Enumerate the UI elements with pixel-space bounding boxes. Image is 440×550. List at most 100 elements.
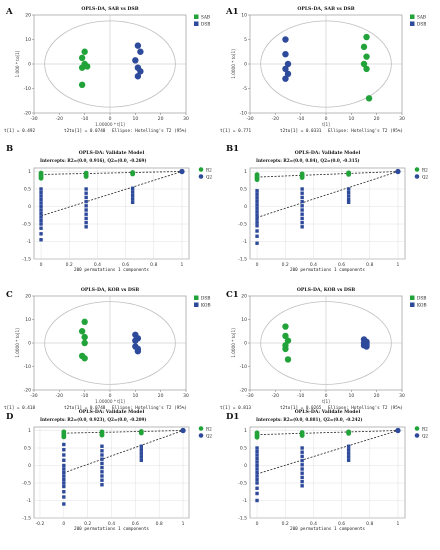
q2-point bbox=[255, 196, 259, 200]
legend-entry: SAB bbox=[201, 15, 210, 20]
y-tick-label: -1 bbox=[243, 498, 248, 504]
y-tick-label: -20 bbox=[24, 111, 31, 117]
x-tick-label: 0 bbox=[256, 521, 259, 527]
chart-title: OPLS-DA, KOB vs DSB bbox=[81, 287, 139, 293]
y-tick-label: 10 bbox=[25, 37, 31, 43]
legend-swatch bbox=[410, 302, 415, 307]
y-tick-label: 20 bbox=[25, 13, 31, 19]
q2-point bbox=[84, 187, 88, 191]
score-point-sab bbox=[360, 60, 368, 68]
x-tick-label: 0.8 bbox=[150, 262, 157, 268]
score-point-dsb bbox=[282, 65, 289, 73]
y-tick-label: 20 bbox=[241, 294, 247, 300]
x-tick-label: 0.2 bbox=[282, 262, 289, 268]
x-tick-label: 30 bbox=[399, 393, 405, 399]
x-tick-label: -20 bbox=[272, 393, 279, 399]
x-tick-label: -30 bbox=[30, 116, 37, 122]
q2-point bbox=[100, 470, 104, 474]
q2-point bbox=[346, 200, 351, 204]
q2-point bbox=[255, 467, 259, 471]
score-point-dsb bbox=[282, 75, 289, 82]
r2-point bbox=[138, 431, 144, 436]
q2-point bbox=[346, 190, 351, 195]
x-tick-label: 0 bbox=[256, 262, 259, 268]
panel-a1: A1 OPLS-DA, SAB vs DSB -30 -20 -10 0 10 20 30 -10… bbox=[220, 6, 426, 134]
x-tick-label: 0.2 bbox=[84, 521, 91, 527]
q2-point bbox=[300, 220, 304, 225]
y-tick-label: -1 bbox=[243, 239, 248, 245]
footer-text: 200 permutations 1 components bbox=[290, 267, 365, 273]
chart-subtitle: Intercepts: R2=(0.0, 0.84), Q2=(0.0, -0.… bbox=[256, 158, 360, 163]
q2-point bbox=[39, 190, 43, 195]
q2-point bbox=[84, 212, 88, 216]
q2-point bbox=[100, 449, 104, 453]
x-tick-label: 10 bbox=[348, 116, 354, 122]
q2-regression-line bbox=[63, 430, 184, 474]
q2-point bbox=[39, 187, 43, 191]
x-tick-label: 0 bbox=[109, 116, 112, 122]
x-tick-label: 10 bbox=[132, 116, 138, 122]
chart-title: OPLS-DA: Validate Model bbox=[295, 150, 361, 156]
x-tick-label: -20 bbox=[272, 116, 279, 122]
panel-d: D OPLS-DA: Validate Model Intercepts: R2=(… bbox=[6, 409, 212, 532]
x-axis-label: 1.00000 * t[1] bbox=[95, 399, 125, 404]
score-point-dsb bbox=[282, 332, 289, 340]
x-tick-label: 0.4 bbox=[94, 262, 101, 268]
legend-swatch bbox=[414, 174, 420, 179]
q2-point bbox=[84, 199, 88, 204]
y-axis-label: 1.0000 * to[1] bbox=[15, 328, 20, 358]
x-tick-label: 0.4 bbox=[108, 521, 115, 527]
q2-point bbox=[255, 192, 259, 196]
q2-point bbox=[255, 213, 259, 217]
q2-regression-line bbox=[40, 171, 183, 217]
legend-entry: DSB bbox=[417, 22, 426, 27]
footer-text: t[1] = 0.771 bbox=[220, 128, 251, 134]
y-axis-label: 1.0000 * to[1] bbox=[231, 328, 236, 358]
q2-point bbox=[39, 226, 43, 230]
footer-text: t[1] = 0.813 bbox=[220, 405, 251, 411]
q2-point bbox=[346, 458, 351, 462]
y-tick-label: 1 bbox=[244, 169, 247, 175]
footer-text: t2to[1] = 0.0265 bbox=[280, 405, 322, 411]
y-tick-label: 0 bbox=[28, 62, 31, 68]
x-tick-label: 20 bbox=[158, 393, 164, 399]
legend-entry: DSB bbox=[201, 22, 210, 27]
x-tick-label: 0 bbox=[62, 521, 65, 527]
hotelling-ellipse bbox=[44, 20, 176, 108]
footer-text: Ellipse: Hotelling's T2 (95%) bbox=[112, 405, 187, 411]
panel-label: C bbox=[6, 290, 13, 300]
y-tick-label: -20 bbox=[24, 388, 31, 394]
q2-point bbox=[346, 444, 351, 448]
panel-label: B1 bbox=[226, 144, 239, 154]
q2-point bbox=[300, 208, 304, 212]
q2-point bbox=[300, 199, 304, 204]
q2-point bbox=[62, 477, 66, 482]
q2-point bbox=[100, 474, 104, 478]
score-point-sab bbox=[363, 65, 370, 73]
q2-point bbox=[84, 216, 88, 221]
q2-point bbox=[346, 194, 351, 198]
y-tick-label: 0 bbox=[28, 463, 31, 469]
legend-entry: Q2 bbox=[206, 175, 212, 180]
y-tick-label: -10 bbox=[240, 364, 247, 370]
score-point-dsb bbox=[132, 57, 139, 64]
legend-swatch bbox=[194, 295, 199, 300]
x-axis-label: t[1] bbox=[322, 122, 330, 127]
score-point-sab bbox=[363, 33, 370, 41]
score-point-dsb bbox=[282, 345, 289, 353]
panel-c: C OPLS-DA, KOB vs DSB-30 -20 -10 0 10 20 30-20-… bbox=[4, 287, 211, 411]
r2-point bbox=[179, 168, 185, 175]
chart-title: OPLS-DA: Validate Model bbox=[295, 409, 361, 415]
y-tick-label: 0 bbox=[244, 62, 247, 68]
y-tick-label: 10 bbox=[241, 13, 247, 19]
x-tick-label: -10 bbox=[81, 116, 88, 122]
x-tick-label: -10 bbox=[297, 116, 304, 122]
score-point-dsb bbox=[284, 337, 292, 344]
r2-point bbox=[38, 176, 44, 181]
q2-point bbox=[62, 453, 66, 457]
q2-point bbox=[84, 191, 88, 195]
legend-entry: R2 bbox=[422, 427, 428, 432]
q2-point bbox=[100, 453, 104, 457]
q2-point bbox=[39, 194, 43, 198]
y-tick-label: 1 bbox=[28, 169, 31, 175]
